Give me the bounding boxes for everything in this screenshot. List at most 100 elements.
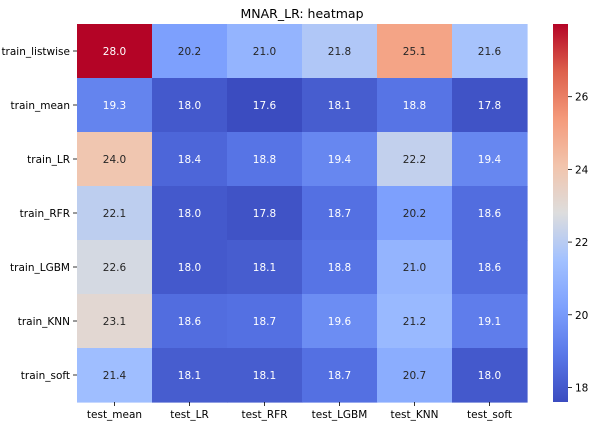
- cell-value-label: 20.2: [403, 208, 426, 220]
- colorbar-ticks: 18 20 22 24 26: [568, 92, 589, 394]
- colorbar-tick-label: 26: [575, 92, 589, 104]
- heatmap-cell-train_LR-test_RFR: [227, 132, 303, 187]
- cell-value-label: 18.6: [478, 208, 502, 220]
- cell-value-label: 18.0: [478, 370, 501, 382]
- heatmap-cell-train_soft-test_RFR: [227, 348, 303, 403]
- heatmap-cell-train_soft-test_KNN: [377, 348, 453, 403]
- cell-value-label: 18.8: [253, 154, 276, 166]
- cell-value-label: 21.6: [478, 46, 502, 58]
- heatmap-cell-train_listwise-test_LR: [152, 24, 228, 79]
- colorbar-tick-label: 24: [575, 164, 589, 176]
- y-tick-label: train_soft: [21, 370, 70, 382]
- x-tick-label: test_RFR: [241, 409, 287, 421]
- cell-value-label: 19.4: [328, 154, 352, 166]
- heatmap-cell-train_KNN-test_LR: [152, 294, 228, 349]
- heatmap-cell-train_KNN-test_LGBM: [302, 294, 378, 349]
- x-tick-label: test_LR: [170, 409, 209, 421]
- heatmap-cell-train_listwise-test_RFR: [227, 24, 303, 79]
- cell-value-label: 19.3: [103, 100, 126, 112]
- heatmap-cell-train_listwise-test_mean: [77, 24, 153, 79]
- heatmap-cell-train_mean-test_RFR: [227, 78, 303, 133]
- cell-value-label: 18.0: [178, 100, 201, 112]
- y-tick-label: train_LR: [27, 154, 70, 166]
- x-tick-label: test_LGBM: [312, 409, 368, 421]
- y-tick-label: train_RFR: [20, 208, 70, 220]
- cell-value-label: 23.1: [103, 316, 126, 328]
- cell-value-label: 28.0: [103, 46, 126, 58]
- colorbar-tick-label: 20: [575, 310, 588, 322]
- heatmap-cell-train_LR-test_mean: [77, 132, 153, 187]
- column-tick-labels: test_mean test_LR test_RFR test_LGBM test_KN…: [87, 402, 512, 421]
- cell-value-label: 18.7: [253, 316, 276, 328]
- cell-value-label: 20.7: [403, 370, 426, 382]
- heatmap-cell-train_RFR-test_RFR: [227, 186, 303, 241]
- heatmap-cell-train_RFR-test_mean: [77, 186, 153, 241]
- cell-value-label: 18.6: [178, 316, 202, 328]
- cell-value-label: 18.7: [328, 370, 351, 382]
- cell-value-label: 22.1: [103, 208, 126, 220]
- chart-title: MNAR_LR: heatmap: [240, 6, 363, 21]
- heatmap-cell-train_LGBM-test_LR: [152, 240, 228, 295]
- cell-value-label: 18.1: [253, 370, 276, 382]
- cell-value-label: 25.1: [403, 46, 426, 58]
- y-tick-label: train_listwise: [1, 46, 70, 58]
- heatmap-cell-train_soft-test_soft: [452, 348, 528, 403]
- cell-value-label: 19.6: [328, 316, 352, 328]
- heatmap-cell-train_LR-test_soft: [452, 132, 528, 187]
- heatmap-cell-train_RFR-test_LR: [152, 186, 228, 241]
- heatmap-cell-train_LR-test_KNN: [377, 132, 453, 187]
- heatmap-cell-train_RFR-test_LGBM: [302, 186, 378, 241]
- colorbar-tick-label: 18: [575, 382, 588, 394]
- heatmap-cell-train_KNN-test_soft: [452, 294, 528, 349]
- cell-value-label: 18.1: [178, 370, 201, 382]
- heatmap-cell-train_mean-test_mean: [77, 78, 153, 133]
- cell-value-label: 19.4: [478, 154, 502, 166]
- heatmap-cell-train_LGBM-test_soft: [452, 240, 528, 295]
- heatmap-cell-train_LGBM-test_mean: [77, 240, 153, 295]
- cell-value-label: 17.8: [253, 208, 276, 220]
- cell-value-label: 18.8: [328, 262, 351, 274]
- cell-value-label: 18.1: [253, 262, 276, 274]
- y-tick-label: train_mean: [11, 100, 70, 112]
- heatmap-cell-train_LGBM-test_LGBM: [302, 240, 378, 295]
- cell-value-label: 24.0: [103, 154, 126, 166]
- cell-value-label: 21.4: [103, 370, 127, 382]
- heatmap-cell-train_mean-test_LGBM: [302, 78, 378, 133]
- heatmap-cell-train_LGBM-test_KNN: [377, 240, 453, 295]
- x-tick-label: test_mean: [87, 409, 142, 421]
- colorbar-tick-label: 22: [575, 237, 588, 249]
- heatmap-cell-train_soft-test_LR: [152, 348, 228, 403]
- cell-value-label: 20.2: [178, 46, 201, 58]
- heatmap-cell-train_RFR-test_KNN: [377, 186, 453, 241]
- cell-value-label: 21.2: [403, 316, 426, 328]
- heatmap-cell-train_KNN-test_mean: [77, 294, 153, 349]
- heatmap-cells: 28.0 20.2 21.0 21.8 25.1 21.6 19.3 18.0 17.6 18.1…: [77, 24, 528, 403]
- cell-value-label: 18.6: [478, 262, 502, 274]
- heatmap-cell-train_RFR-test_soft: [452, 186, 528, 241]
- heatmap-cell-train_LGBM-test_RFR: [227, 240, 303, 295]
- heatmap-cell-train_soft-test_LGBM: [302, 348, 378, 403]
- cell-value-label: 19.1: [478, 316, 501, 328]
- cell-value-label: 18.1: [328, 100, 351, 112]
- heatmap-cell-train_mean-test_LR: [152, 78, 228, 133]
- heatmap-cell-train_listwise-test_KNN: [377, 24, 453, 79]
- cell-value-label: 18.4: [178, 154, 202, 166]
- y-tick-label: train_KNN: [18, 316, 70, 328]
- cell-value-label: 18.0: [178, 262, 201, 274]
- x-tick-label: test_soft: [467, 409, 512, 421]
- heatmap-cell-train_LR-test_LR: [152, 132, 228, 187]
- heatmap-cell-train_listwise-test_soft: [452, 24, 528, 79]
- cell-value-label: 22.2: [403, 154, 426, 166]
- heatmap-cell-train_soft-test_mean: [77, 348, 153, 403]
- cell-value-label: 21.0: [403, 262, 426, 274]
- x-tick-label: test_KNN: [390, 409, 438, 421]
- y-tick-label: train_LGBM: [10, 262, 70, 274]
- cell-value-label: 17.8: [478, 100, 501, 112]
- heatmap-cell-train_mean-test_soft: [452, 78, 528, 133]
- cell-value-label: 21.0: [253, 46, 276, 58]
- heatmap-cell-train_KNN-test_RFR: [227, 294, 303, 349]
- colorbar: [553, 24, 568, 402]
- heatmap-cell-train_mean-test_KNN: [377, 78, 453, 133]
- row-tick-labels: train_listwise train_mean train_LR train_RF…: [1, 46, 77, 382]
